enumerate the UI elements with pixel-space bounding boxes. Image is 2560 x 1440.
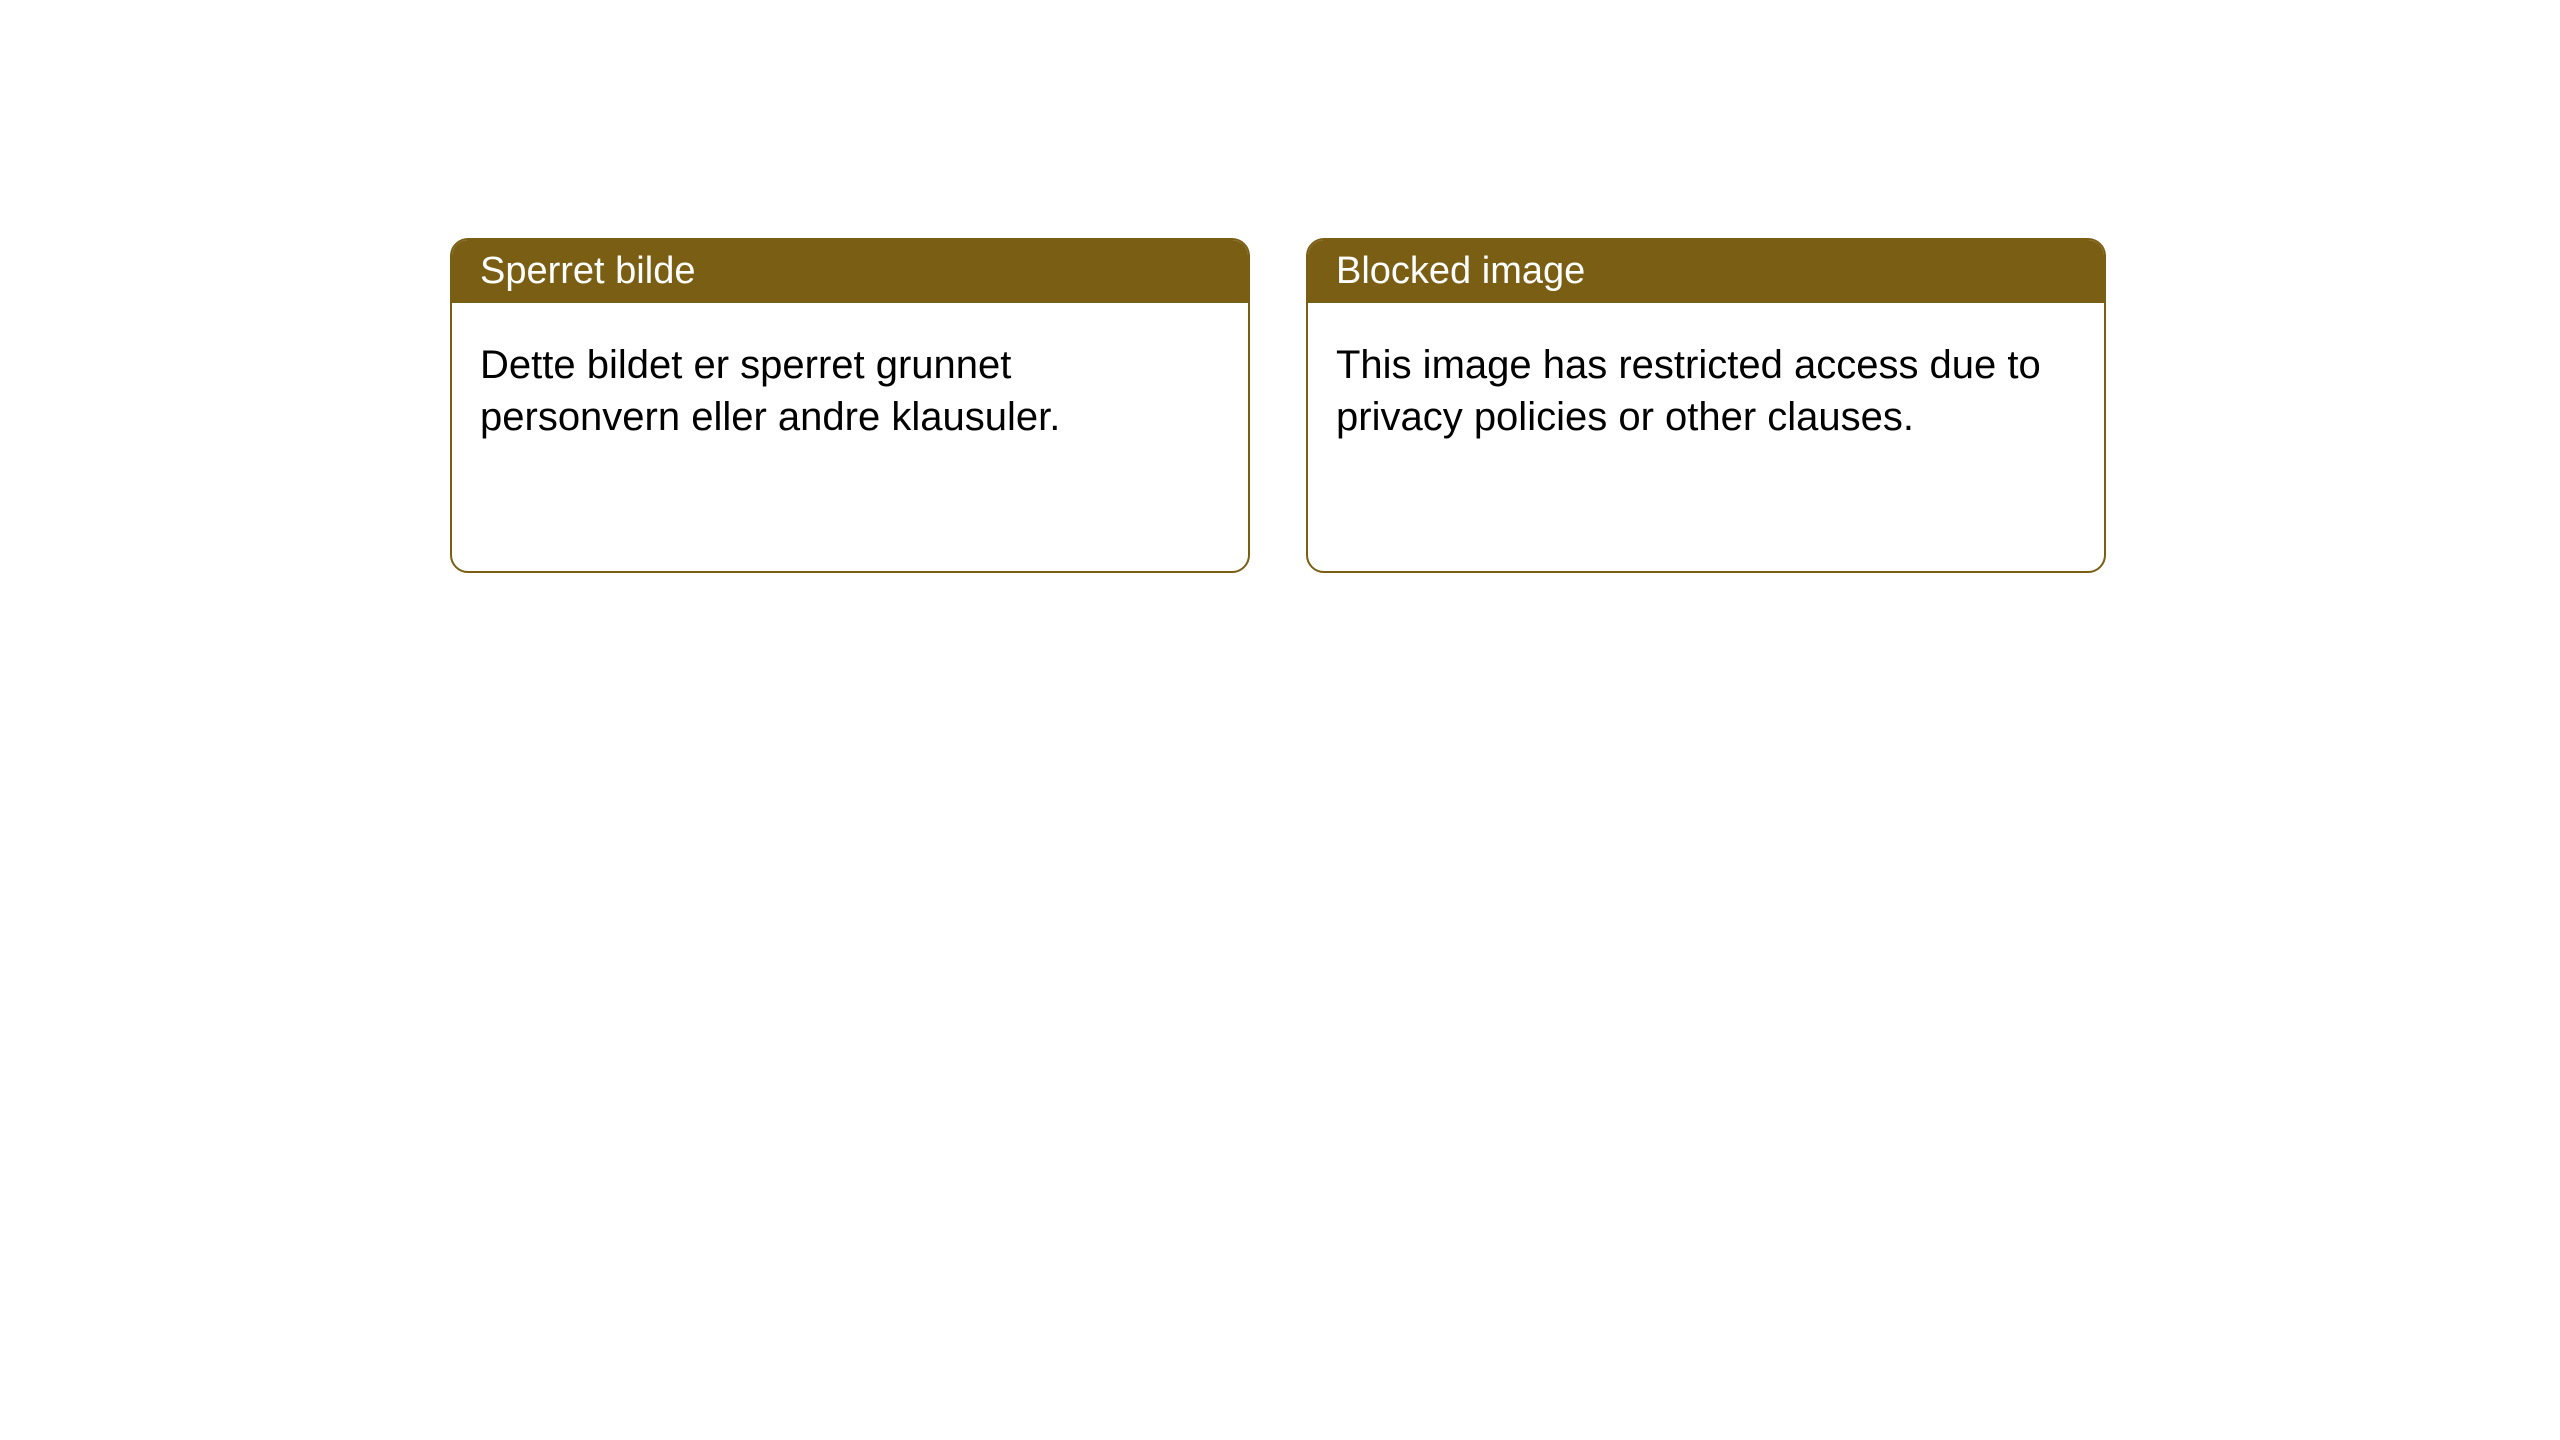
- notice-card-header-no: Sperret bilde: [452, 240, 1248, 303]
- notice-card-no: Sperret bilde Dette bildet er sperret gr…: [450, 238, 1250, 573]
- notice-card-en: Blocked image This image has restricted …: [1306, 238, 2106, 573]
- notice-body-text-en: This image has restricted access due to …: [1336, 343, 2041, 439]
- notice-card-header-en: Blocked image: [1308, 240, 2104, 303]
- notice-title-no: Sperret bilde: [480, 250, 695, 293]
- notice-card-body-no: Dette bildet er sperret grunnet personve…: [452, 303, 1248, 479]
- notice-cards-container: Sperret bilde Dette bildet er sperret gr…: [450, 238, 2106, 573]
- notice-title-en: Blocked image: [1336, 250, 1585, 293]
- notice-card-body-en: This image has restricted access due to …: [1308, 303, 2104, 479]
- notice-body-text-no: Dette bildet er sperret grunnet personve…: [480, 343, 1060, 439]
